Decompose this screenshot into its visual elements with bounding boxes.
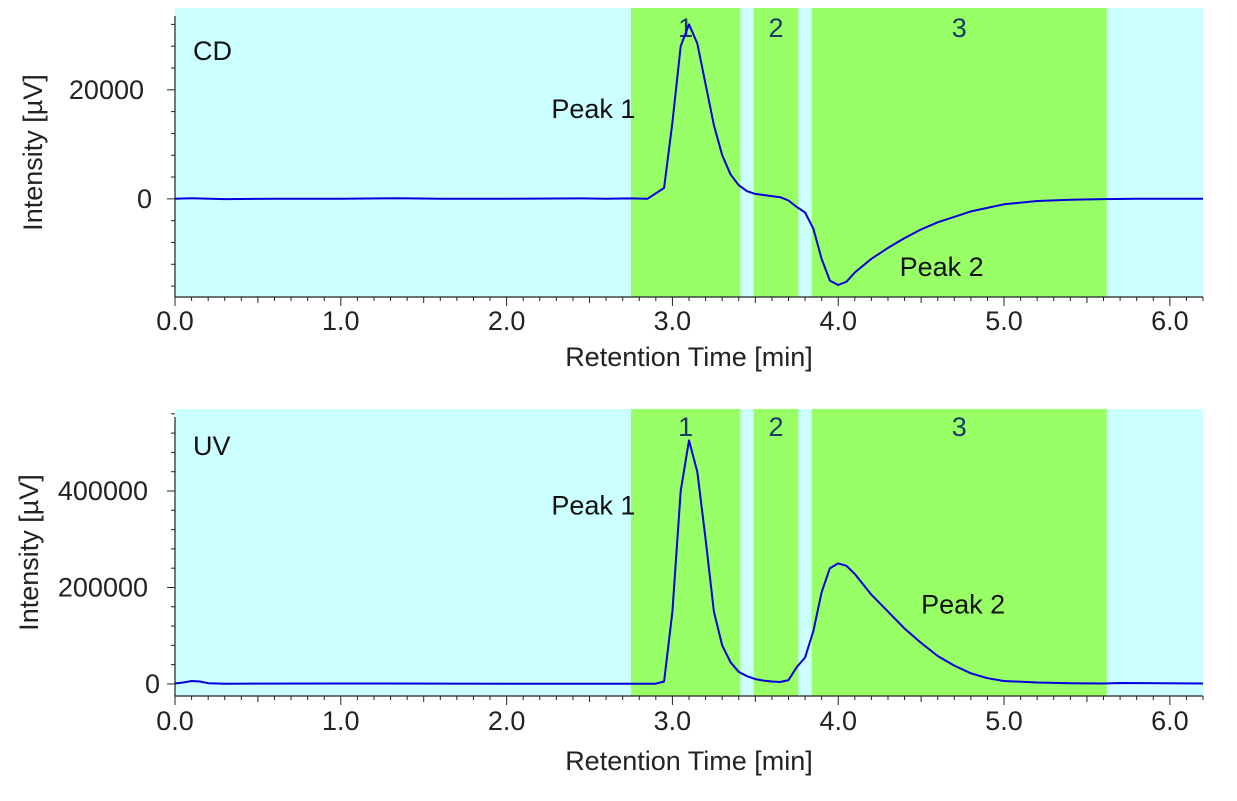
integration-region-1 [630,409,741,696]
x-tick-label: 0.0 [156,706,194,736]
y-tick-label: 0 [145,669,160,699]
x-tick-label: 1.0 [322,306,360,336]
chart-panel-cd: 1 2 3 0.0 1.0 2.0 3.0 4.0 5.0 6.0 0 20000 Retention … [18,8,1204,372]
x-axis-label: Retention Time [min] [565,342,813,372]
region-label-1: 1 [678,412,693,442]
y-tick-label: 200000 [58,572,148,602]
peak-annotation: Peak 2 [900,252,984,282]
integration-region-2 [753,8,799,297]
y-tick-label: 400000 [58,476,148,506]
x-tick-label: 3.0 [654,706,692,736]
y-tick-label: 0 [137,184,152,214]
region-label-2: 2 [769,13,784,43]
region-label-3: 3 [952,13,967,43]
x-tick-label: 5.0 [985,706,1023,736]
x-axis-label: Retention Time [min] [565,746,813,776]
x-tick-label: 2.0 [488,306,526,336]
x-tick-label: 0.0 [156,306,194,336]
y-axis-label: Intensity [µV] [14,474,44,631]
y-tick-label: 20000 [69,75,144,105]
y-axis-label: Intensity [µV] [18,74,48,231]
x-tick-label: 2.0 [488,706,526,736]
integration-region-3 [811,409,1107,696]
peak-annotation: Peak 1 [551,94,635,124]
x-tick-label: 5.0 [985,306,1023,336]
x-tick-label: 3.0 [654,306,692,336]
x-tick-label: 4.0 [819,306,857,336]
integration-region-2 [753,409,799,696]
peak-annotation: Peak 1 [551,490,635,520]
region-label-1: 1 [678,13,693,43]
series-line [174,439,1204,685]
panel-label: UV [193,431,231,461]
region-label-3: 3 [952,412,967,442]
chart-panel-uv: 1 2 3 0.0 1.0 2.0 3.0 4.0 5.0 6.0 0 200000 400000 Ret… [14,409,1204,776]
series-line [174,23,1203,286]
peak-annotation: Peak 2 [921,589,1005,619]
x-tick-label: 4.0 [819,706,857,736]
x-tick-label: 6.0 [1151,706,1189,736]
integration-region-1 [630,8,741,297]
panel-label: CD [193,36,232,66]
region-label-2: 2 [769,412,784,442]
x-tick-label: 6.0 [1151,306,1189,336]
x-tick-label: 1.0 [322,706,360,736]
integration-region-3 [811,8,1107,297]
